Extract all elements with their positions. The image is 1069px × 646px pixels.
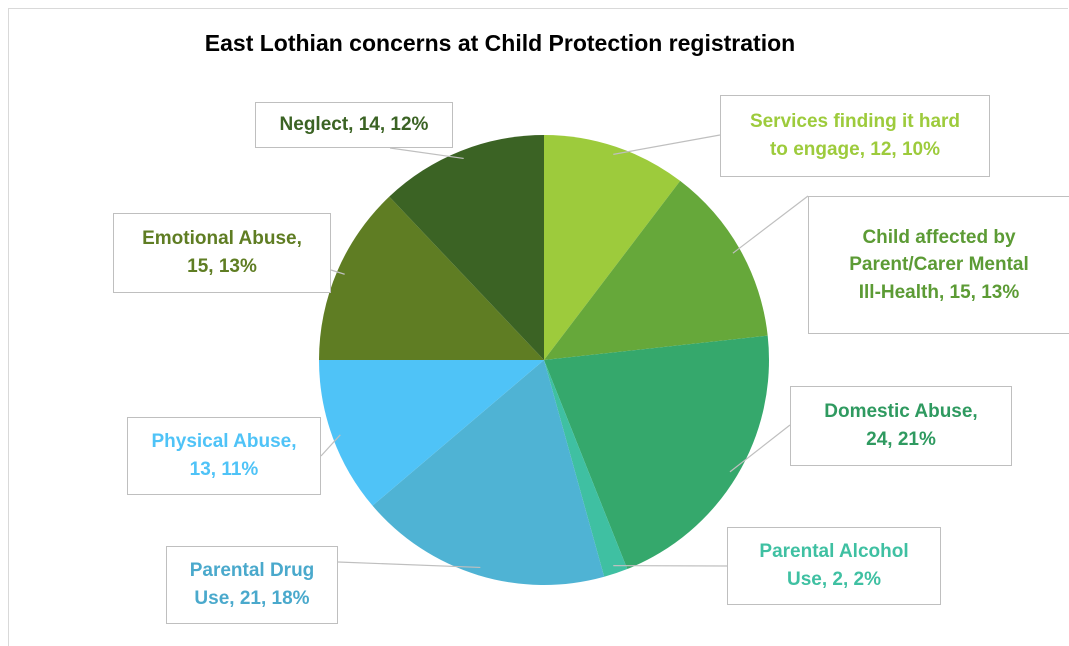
leader-line-parental-drug-use bbox=[337, 561, 481, 569]
data-label-neglect: Neglect, 14, 12% bbox=[255, 102, 453, 148]
data-label-line: Services finding it hard bbox=[749, 111, 961, 133]
pie-slices bbox=[319, 135, 769, 586]
data-label-line: Neglect, 14, 12% bbox=[279, 114, 429, 136]
data-label-emotional-abuse: Emotional Abuse, 15, 13% bbox=[113, 213, 331, 293]
leader-line-physical-abuse bbox=[320, 434, 341, 457]
leader-line-neglect bbox=[389, 147, 464, 160]
slice-domestic-abuse bbox=[544, 335, 769, 570]
data-label-child-affected-by-parent-carer-mental-ill-health: Child affected by Parent/Carer Mental Ill-… bbox=[808, 196, 1069, 334]
data-label-parental-drug-use: Parental Drug Use, 21, 18% bbox=[166, 546, 338, 624]
data-label-services-finding-it-hard-to-engage: Services finding it hard to engage, 12, 1… bbox=[720, 95, 990, 177]
slice-parental-alcohol-use bbox=[544, 360, 628, 577]
chart-title: East Lothian concerns at Child Protectio… bbox=[204, 30, 796, 56]
leader-line-domestic-abuse bbox=[729, 424, 791, 473]
slice-neglect bbox=[389, 135, 544, 360]
data-label-line: Use, 2, 2% bbox=[787, 569, 881, 590]
data-label-line: Parent/Carer Mental bbox=[849, 254, 1029, 276]
slice-emotional-abuse bbox=[319, 196, 544, 360]
data-label-line: 13, 11% bbox=[189, 459, 259, 480]
leader-line-emotional-abuse bbox=[330, 269, 345, 275]
data-label-line: Emotional Abuse, bbox=[142, 228, 302, 250]
data-label-line: Use, 21, 18% bbox=[194, 588, 310, 609]
slice-services-finding-it-hard-to-engage bbox=[544, 135, 681, 360]
data-label-line: to engage, 12, 10% bbox=[769, 139, 940, 160]
data-label-line: Domestic Abuse, bbox=[824, 401, 978, 423]
chart-frame bbox=[8, 8, 1068, 646]
data-label-domestic-abuse: Domestic Abuse, 24, 21% bbox=[790, 386, 1012, 466]
slice-child-affected-by-parent-carer-mental-ill-health bbox=[544, 180, 768, 360]
data-label-line: Physical Abuse, bbox=[151, 431, 297, 453]
data-label-physical-abuse: Physical Abuse, 13, 11% bbox=[127, 417, 321, 495]
data-label-parental-alcohol-use: Parental Alcohol Use, 2, 2% bbox=[727, 527, 941, 605]
slice-parental-drug-use bbox=[372, 360, 605, 586]
slice-physical-abuse bbox=[319, 360, 544, 506]
leader-line-child-affected-by-parent-carer-mental-ill-health bbox=[732, 195, 809, 254]
data-label-line: Parental Drug bbox=[189, 560, 315, 582]
leader-line-services-finding-it-hard-to-engage bbox=[613, 134, 721, 155]
data-label-line: Child affected by bbox=[862, 226, 1016, 248]
data-label-line: Parental Alcohol bbox=[759, 541, 909, 563]
data-label-line: 15, 13% bbox=[187, 256, 257, 277]
data-label-line: 24, 21% bbox=[866, 429, 936, 450]
leader-lines bbox=[320, 134, 809, 569]
data-label-line: Ill-Health, 15, 13% bbox=[858, 281, 1020, 303]
